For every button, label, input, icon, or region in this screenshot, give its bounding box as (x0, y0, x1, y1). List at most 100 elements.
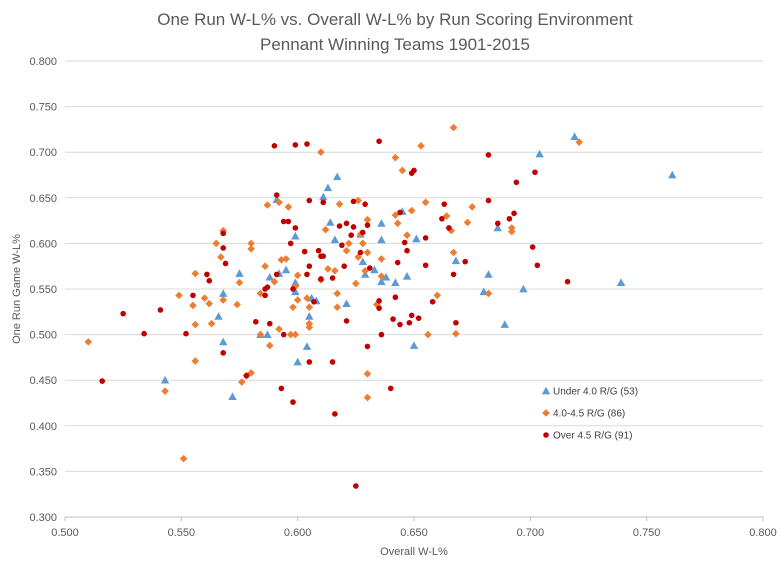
data-point (409, 341, 419, 349)
data-point (333, 289, 342, 298)
data-point (363, 215, 372, 224)
data-point (616, 278, 626, 286)
data-point (342, 246, 351, 255)
data-point (462, 258, 468, 265)
data-point (335, 200, 344, 208)
data-point (333, 172, 342, 181)
legend-label: Under 4.0 R/G (53) (553, 387, 638, 398)
data-point (493, 223, 502, 232)
data-point (364, 222, 371, 228)
data-point (332, 411, 338, 417)
y-tick-label: 0.450 (29, 375, 57, 387)
data-point (262, 292, 268, 299)
data-point (394, 259, 401, 266)
data-point (191, 357, 200, 365)
data-point (377, 255, 386, 263)
data-point (292, 142, 299, 148)
data-point (315, 247, 322, 254)
data-point (175, 291, 183, 300)
series-group (99, 138, 571, 489)
data-point (433, 291, 442, 300)
legend-marker (543, 432, 549, 438)
data-point (205, 299, 214, 308)
data-point (439, 215, 445, 222)
data-point (263, 201, 272, 209)
data-point (363, 393, 372, 402)
legend-marker (541, 386, 551, 395)
gridlines (65, 60, 763, 518)
y-tick-label: 0.500 (29, 330, 57, 342)
data-point (412, 234, 421, 243)
data-point (275, 198, 283, 207)
y-tick-label: 0.700 (29, 147, 57, 159)
x-tick-label: 0.600 (284, 527, 312, 539)
x-tick-label: 0.700 (517, 527, 545, 539)
data-point (293, 296, 302, 304)
data-point (280, 331, 287, 338)
data-point (363, 248, 372, 257)
data-point (506, 215, 513, 222)
data-point (326, 218, 335, 226)
data-point (252, 319, 259, 325)
data-point (321, 225, 330, 234)
data-point (263, 330, 272, 338)
x-tick-label: 0.750 (633, 527, 661, 539)
data-point (381, 272, 391, 281)
data-point (319, 192, 328, 201)
data-point (452, 329, 460, 338)
data-point (463, 218, 472, 227)
data-point (311, 298, 317, 305)
data-point (318, 276, 324, 282)
data-point (485, 197, 492, 204)
data-point (273, 271, 280, 278)
data-point (264, 284, 271, 290)
legend-marker (542, 409, 550, 417)
y-axis-label: One Run Game W-L% (11, 234, 23, 344)
data-point (228, 392, 237, 400)
data-point (500, 320, 509, 328)
data-point (207, 319, 216, 328)
data-point (359, 239, 367, 248)
data-point (377, 272, 386, 281)
data-point (214, 312, 223, 320)
data-point (453, 319, 459, 326)
series-group (160, 132, 677, 400)
data-point (415, 315, 422, 321)
x-tick-label: 0.500 (51, 527, 79, 539)
data-point (304, 141, 310, 147)
data-point (291, 278, 300, 286)
data-point (305, 312, 314, 320)
x-axis-label: Overall W-L% (380, 546, 448, 558)
data-point (441, 201, 448, 207)
data-point (402, 272, 412, 280)
data-point (293, 357, 302, 366)
data-point (354, 196, 362, 205)
data-point (212, 239, 221, 248)
data-point (261, 262, 269, 270)
data-point (376, 298, 382, 304)
data-point (391, 153, 400, 162)
data-point (323, 183, 333, 192)
data-point (342, 299, 351, 307)
data-point (265, 272, 274, 281)
axes: 0.300 0.350 0.400 0.450 0.500 0.550 0.600 0.650… (29, 56, 776, 539)
data-point (247, 245, 255, 253)
data-point (291, 287, 300, 296)
y-tick-label: 0.650 (29, 193, 57, 205)
data-point (238, 378, 246, 386)
data-point (449, 248, 458, 257)
data-point (363, 370, 372, 378)
data-point (406, 319, 413, 326)
data-point (243, 372, 250, 379)
data-point (284, 203, 293, 211)
data-point (191, 320, 200, 329)
data-point (422, 235, 429, 241)
data-point (417, 142, 425, 150)
data-point (303, 294, 311, 302)
data-point (393, 219, 402, 228)
data-point (377, 277, 386, 286)
chart-subtitle: Pennant Winning Teams 1901-2015 (260, 35, 530, 54)
data-point (280, 218, 287, 225)
data-point (161, 387, 169, 395)
data-point (270, 277, 279, 286)
